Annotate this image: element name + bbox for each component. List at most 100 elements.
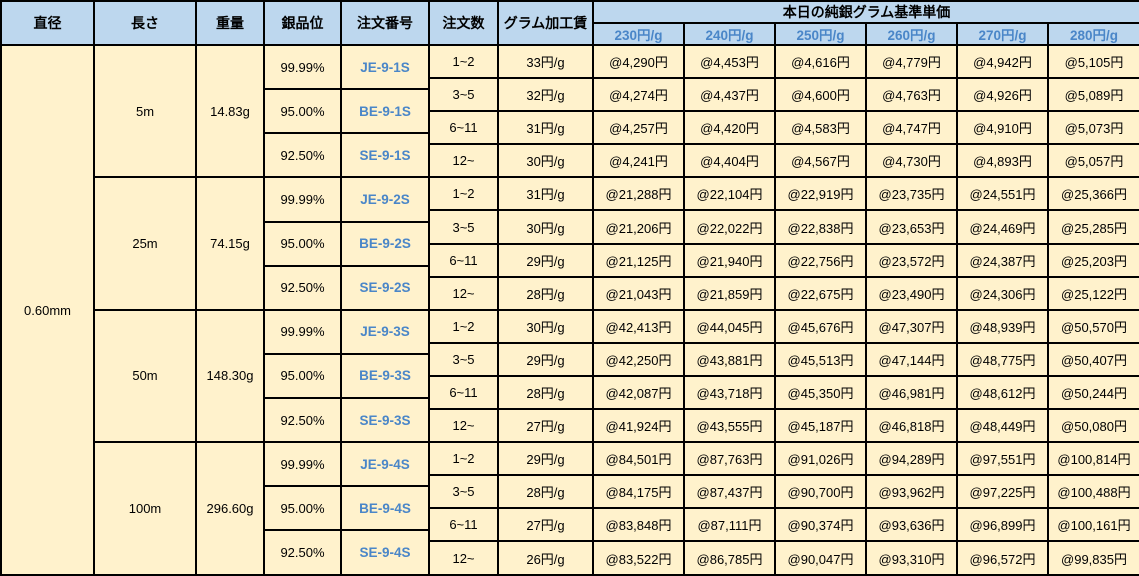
gram-fee-cell: 31円/g xyxy=(497,110,594,146)
price-cell: @42,087円 xyxy=(592,374,685,411)
price-cell: @83,522円 xyxy=(592,540,685,576)
length-cell: 100m xyxy=(93,441,197,576)
table-subrow: 6~11 27円/g @83,848円 @87,111円 @90,374円 @93,636… xyxy=(1,507,1139,543)
price-cell: @4,616円 xyxy=(774,43,867,80)
order-number-link[interactable]: BE-9-2S xyxy=(340,220,430,267)
col-header-order-qty: 注文数 xyxy=(428,0,499,46)
order-qty-cell: 3~5 xyxy=(428,209,499,245)
price-cell: @22,022円 xyxy=(683,209,776,245)
gram-fee-cell: 28円/g xyxy=(497,374,594,411)
price-cell: @47,144円 xyxy=(865,341,958,377)
price-cell: @84,175円 xyxy=(592,474,685,510)
col-header-gram-fee: グラム加工賃 xyxy=(497,0,594,46)
price-cell: @48,775円 xyxy=(956,341,1049,377)
price-cell: @4,583円 xyxy=(774,110,867,146)
gram-fee-cell: 31円/g xyxy=(497,176,594,212)
price-cell: @91,026円 xyxy=(774,441,867,477)
price-cell: @4,567円 xyxy=(774,143,867,179)
order-number-link[interactable]: SE-9-1S xyxy=(340,132,430,179)
price-cell: @93,310円 xyxy=(865,540,958,576)
price-cell: @24,469円 xyxy=(956,209,1049,245)
order-number-link[interactable]: BE-9-4S xyxy=(340,485,430,532)
price-cell: @46,981円 xyxy=(865,374,958,411)
order-qty-cell: 12~ xyxy=(428,540,499,576)
diameter-cell: 0.60mm xyxy=(0,44,95,576)
price-cell: @24,551円 xyxy=(956,176,1049,212)
price-cell: @24,306円 xyxy=(956,275,1049,311)
order-number-link[interactable]: JE-9-3S xyxy=(340,308,430,355)
table-subrow: 3~5 29円/g @42,250円 @43,881円 @45,513円 @47,144円… xyxy=(1,341,1139,377)
length-cell: 50m xyxy=(93,308,197,444)
purity-cell: 95.00% xyxy=(263,352,342,400)
price-cell: @22,675円 xyxy=(774,275,867,311)
price-cell: @42,413円 xyxy=(592,308,685,344)
price-cell: @4,910円 xyxy=(956,110,1049,146)
price-column-header-240: 240円/g xyxy=(683,22,776,46)
price-cell: @4,779円 xyxy=(865,43,958,80)
price-cell: @93,962円 xyxy=(865,474,958,510)
table-subrow: 100m 296.60g 99.99% JE-9-4S 1~2 29円/g @84,501円… xyxy=(1,441,1139,576)
gram-fee-cell: 27円/g xyxy=(497,408,594,444)
price-cell: @90,047円 xyxy=(774,540,867,576)
order-number-link[interactable]: BE-9-3S xyxy=(340,352,430,400)
order-qty-cell: 12~ xyxy=(428,275,499,311)
price-cell: @21,206円 xyxy=(592,209,685,245)
gram-fee-cell: 27円/g xyxy=(497,507,594,543)
order-number-link[interactable]: SE-9-2S xyxy=(340,264,430,311)
price-cell: @21,125円 xyxy=(592,242,685,278)
order-number-link[interactable]: JE-9-2S xyxy=(340,176,430,223)
table-subrow: 3~5 28円/g @84,175円 @87,437円 @90,700円 @93,962円… xyxy=(1,474,1139,510)
order-qty-cell: 3~5 xyxy=(428,474,499,510)
order-number-link[interactable]: SE-9-4S xyxy=(340,529,430,576)
col-header-weight: 重量 xyxy=(195,0,265,46)
length-cell: 5m xyxy=(93,43,197,179)
order-number-link[interactable]: SE-9-3S xyxy=(340,396,430,444)
table-subrow: 25m 74.15g 99.99% JE-9-2S 1~2 31円/g @21,288円 @2… xyxy=(1,176,1139,311)
order-qty-cell: 1~2 xyxy=(428,176,499,212)
price-cell: @5,089円 xyxy=(1047,77,1139,113)
order-number-link[interactable]: JE-9-1S xyxy=(340,43,430,91)
purity-cell: 99.99% xyxy=(263,441,342,488)
price-cell: @5,057円 xyxy=(1047,143,1139,179)
order-qty-cell: 6~11 xyxy=(428,507,499,543)
order-qty-cell: 1~2 xyxy=(428,43,499,80)
table-subrow: 95.00% BE-9-3S xyxy=(1,352,1139,400)
gram-fee-cell: 30円/g xyxy=(497,143,594,179)
price-cell: @4,257円 xyxy=(592,110,685,146)
price-cell: @90,374円 xyxy=(774,507,867,543)
price-cell: @100,488円 xyxy=(1047,474,1139,510)
price-cell: @4,420円 xyxy=(683,110,776,146)
gram-fee-cell: 33円/g xyxy=(497,43,594,80)
price-cell: @84,501円 xyxy=(592,441,685,477)
price-cell: @4,926円 xyxy=(956,77,1049,113)
price-cell: @96,899円 xyxy=(956,507,1049,543)
table-subrow: 92.50% SE-9-3S xyxy=(1,396,1139,444)
order-qty-cell: 12~ xyxy=(428,408,499,444)
table-subrow: 0.60mm 5m 14.83g 99.99% JE-9-1S 1~2 33円/g @4,29… xyxy=(0,43,1139,576)
price-cell: @4,747円 xyxy=(865,110,958,146)
price-cell: @4,763円 xyxy=(865,77,958,113)
table-subrow: 95.00% BE-9-2S xyxy=(1,220,1139,267)
table-subrow: 12~ 26円/g @83,522円 @86,785円 @90,047円 @93,310円… xyxy=(1,540,1139,576)
price-cell: @50,407円 xyxy=(1047,341,1139,377)
gram-fee-cell: 29円/g xyxy=(497,242,594,278)
price-cell: @4,893円 xyxy=(956,143,1049,179)
price-cell: @42,250円 xyxy=(592,341,685,377)
price-cell: @97,225円 xyxy=(956,474,1049,510)
price-cell: @4,730円 xyxy=(865,143,958,179)
order-number-link[interactable]: JE-9-4S xyxy=(340,441,430,488)
price-cell: @87,763円 xyxy=(683,441,776,477)
table-body: 0.60mm 5m 14.83g 99.99% JE-9-1S 1~2 33円/g @4,29… xyxy=(0,43,1139,576)
price-cell: @4,942円 xyxy=(956,43,1049,80)
price-column-header-280: 280円/g xyxy=(1047,22,1139,46)
price-cell: @21,940円 xyxy=(683,242,776,278)
price-cell: @4,404円 xyxy=(683,143,776,179)
price-cell: @25,122円 xyxy=(1047,275,1139,311)
price-cell: @47,307円 xyxy=(865,308,958,344)
price-cell: @4,290円 xyxy=(592,43,685,80)
purity-cell: 95.00% xyxy=(263,485,342,532)
order-number-link[interactable]: BE-9-1S xyxy=(340,88,430,135)
purity-cell: 92.50% xyxy=(263,264,342,311)
price-cell: @43,718円 xyxy=(683,374,776,411)
price-cell: @22,919円 xyxy=(774,176,867,212)
